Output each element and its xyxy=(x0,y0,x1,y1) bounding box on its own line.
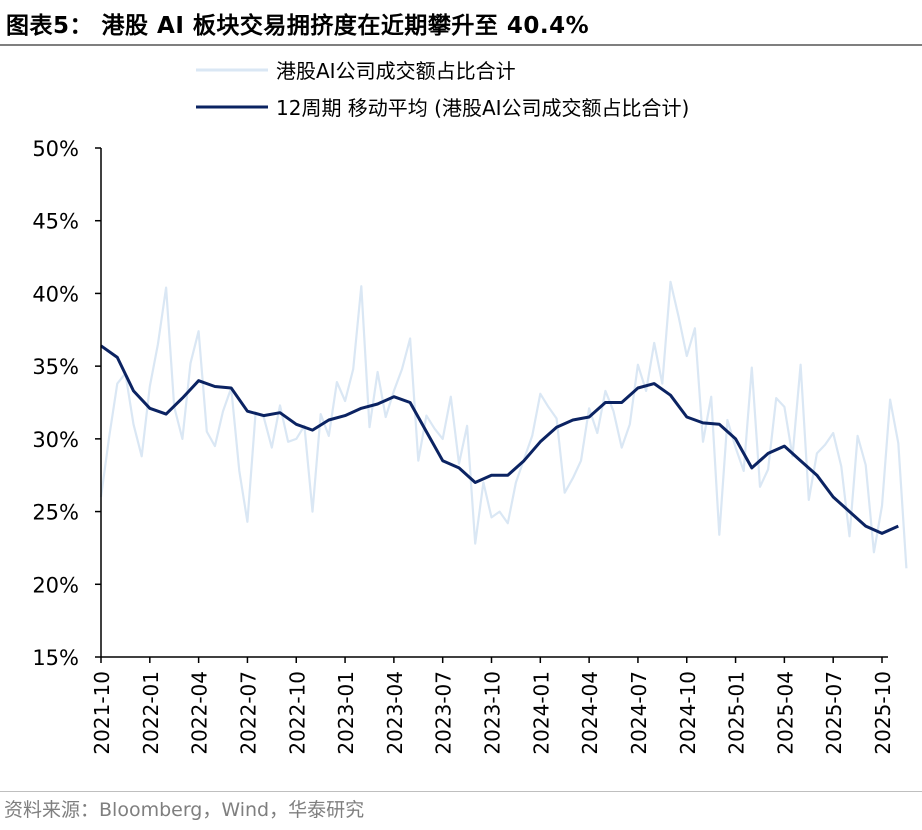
x-tick-label: 2024-07 xyxy=(627,671,651,755)
y-tick-label: 30% xyxy=(32,428,79,452)
y-tick-label: 40% xyxy=(32,282,79,306)
legend-label-ma: 12周期 移动平均 (港股AI公司成交额占比合计) xyxy=(276,96,689,120)
line-chart: 港股AI公司成交额占比合计 12周期 移动平均 (港股AI公司成交额占比合计) … xyxy=(32,59,908,755)
x-tick-label: 2025-01 xyxy=(725,671,749,755)
legend-label-raw: 港股AI公司成交额占比合计 xyxy=(276,59,516,83)
y-tick-label: 20% xyxy=(32,573,79,597)
series-ma-line xyxy=(100,344,899,535)
x-tick-label: 2022-10 xyxy=(285,671,309,755)
x-tick-label: 2025-04 xyxy=(773,671,797,755)
x-tick-label: 2025-10 xyxy=(871,671,895,755)
axes: 15% 20% 25% 30% 35% 40% 45% 50% 2021-10 2022-01 20… xyxy=(32,137,895,755)
source-divider xyxy=(0,791,922,792)
x-tick-label: 2022-04 xyxy=(188,671,212,755)
x-tick-label: 2024-04 xyxy=(578,671,602,755)
x-tick-label: 2025-07 xyxy=(822,671,846,755)
plot-area xyxy=(99,280,908,569)
x-tick-label: 2023-01 xyxy=(334,671,358,755)
x-tick-label: 2024-10 xyxy=(676,671,700,755)
legend: 港股AI公司成交额占比合计 12周期 移动平均 (港股AI公司成交额占比合计) xyxy=(196,59,689,120)
y-tick-label: 25% xyxy=(32,501,79,525)
y-tick-label: 45% xyxy=(32,210,79,234)
x-tick-label: 2024-01 xyxy=(529,671,553,755)
x-tick-label: 2023-04 xyxy=(383,671,407,755)
x-tick-label: 2022-07 xyxy=(236,671,260,755)
title-divider xyxy=(0,44,922,46)
x-tick-label: 2023-07 xyxy=(432,671,456,755)
x-tick-label: 2021-10 xyxy=(90,671,114,755)
source-note: 资料来源：Bloomberg，Wind，华泰研究 xyxy=(4,799,365,821)
x-tick-label: 2022-01 xyxy=(139,671,163,755)
chart-title: 图表5： 港股 AI 板块交易拥挤度在近期攀升至 40.4% xyxy=(6,13,590,39)
x-tick-label: 2023-10 xyxy=(481,671,505,755)
y-tick-label: 35% xyxy=(32,355,79,379)
y-tick-label: 15% xyxy=(32,646,79,670)
y-tick-label: 50% xyxy=(32,137,79,161)
series-raw-line xyxy=(99,280,908,569)
